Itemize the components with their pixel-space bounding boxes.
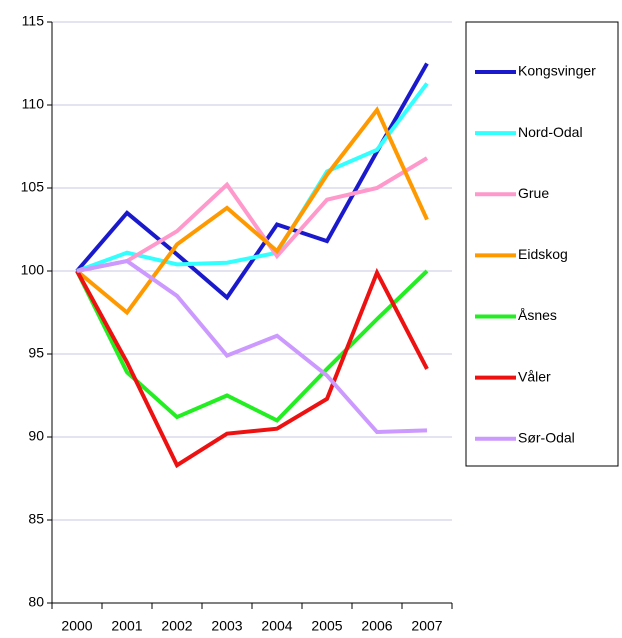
y-tick-label: 110 — [22, 96, 45, 112]
x-tick-label: 2005 — [311, 618, 342, 634]
x-tick-label: 2007 — [411, 618, 442, 634]
x-tick-label: 2002 — [161, 618, 192, 634]
legend-label: Åsnes — [518, 307, 557, 323]
legend-label: Eidskog — [518, 246, 568, 262]
x-tick-label: 2000 — [61, 618, 92, 634]
y-tick-label: 90 — [28, 428, 44, 444]
x-tick-label: 2004 — [261, 618, 292, 634]
y-tick-label: 100 — [21, 262, 45, 278]
x-tick-label: 2003 — [211, 618, 242, 634]
legend-label: Sør-Odal — [518, 429, 575, 445]
legend-label: Nord-Odal — [518, 124, 583, 140]
x-tick-label: 2006 — [361, 618, 392, 634]
y-tick-label: 85 — [28, 511, 44, 527]
y-tick-label: 115 — [22, 13, 45, 29]
legend-label: Våler — [518, 368, 551, 384]
legend-label: Kongsvinger — [518, 63, 596, 79]
series-line — [76, 156, 429, 273]
series-line — [75, 62, 429, 301]
legend-label: Grue — [518, 185, 549, 201]
series-line — [75, 267, 429, 469]
y-tick-label: 95 — [28, 345, 44, 361]
legend-box — [465, 21, 619, 467]
y-tick-label: 105 — [21, 179, 45, 195]
x-tick-label: 2001 — [111, 618, 142, 634]
series-line — [76, 258, 428, 435]
y-tick-label: 80 — [28, 594, 44, 610]
series-line — [75, 106, 429, 316]
